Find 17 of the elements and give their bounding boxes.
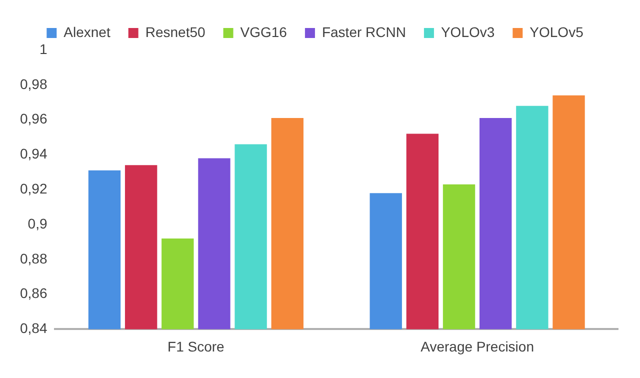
legend-label: Faster RCNN [322, 24, 406, 40]
y-tick-label: 0,88 [20, 250, 48, 266]
y-tick-label: 0,86 [20, 285, 48, 302]
legend-label: YOLOv5 [530, 24, 584, 40]
x-tick-label: F1 Score [168, 338, 225, 354]
legend-label: YOLOv3 [440, 24, 495, 40]
y-tick-label: 0,96 [20, 110, 48, 127]
y-tick-label: 1 [39, 40, 48, 57]
y-tick-label: 0,84 [20, 320, 48, 336]
legend-label: Resnet50 [145, 24, 206, 40]
x-tick-label: Average Precision [420, 338, 534, 354]
legend-label: VGG16 [240, 24, 288, 40]
y-tick-label: 0,94 [20, 146, 48, 162]
y-tick-label: 0,9 [28, 215, 48, 232]
y-tick-label: 0,92 [20, 180, 48, 196]
legend-label: Alexnet [64, 24, 110, 40]
y-tick-label: 0,98 [20, 76, 48, 92]
